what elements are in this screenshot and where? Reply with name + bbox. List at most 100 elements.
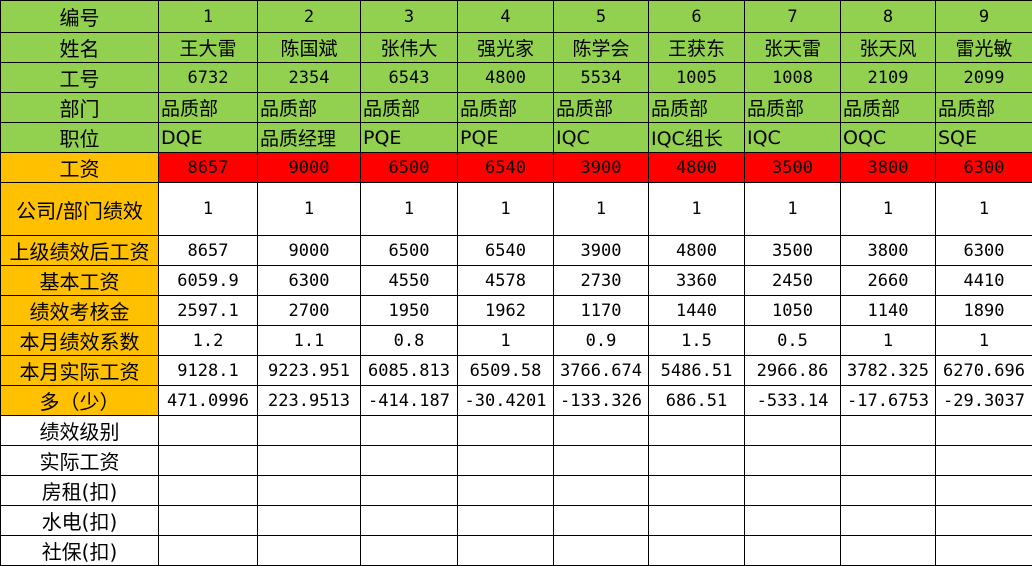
cell (649, 416, 745, 446)
row-label: 职位 (1, 123, 159, 153)
cell: 品质部 (936, 93, 1032, 123)
cell: 6732 (159, 63, 258, 93)
cell (841, 536, 936, 566)
cell (159, 476, 258, 506)
cell (649, 446, 745, 476)
cell: 1 (258, 183, 361, 236)
cell (458, 476, 554, 506)
cell: -29.3037 (936, 386, 1032, 416)
row-label: 本月绩效系数 (1, 326, 159, 356)
cell (258, 416, 361, 446)
cell: 3782.325 (841, 356, 936, 386)
cell: 9000 (258, 236, 361, 266)
cell: 2700 (258, 296, 361, 326)
cell: OQC (841, 123, 936, 153)
row-label: 工资 (1, 153, 159, 183)
cell: 1 (159, 183, 258, 236)
cell: 9223.951 (258, 356, 361, 386)
cell: 1140 (841, 296, 936, 326)
cell: 1 (936, 326, 1032, 356)
cell: 8657 (159, 153, 258, 183)
cell (458, 506, 554, 536)
cell: -533.14 (745, 386, 841, 416)
cell (745, 416, 841, 446)
cell: 4550 (361, 266, 458, 296)
row-label: 水电(扣) (1, 506, 159, 536)
cell: 张天风 (841, 33, 936, 63)
cell (159, 416, 258, 446)
cell: 6300 (258, 266, 361, 296)
cell: 7 (745, 1, 841, 33)
table-row: 社保(扣) (1, 536, 1032, 566)
cell: 1170 (554, 296, 649, 326)
cell (841, 416, 936, 446)
cell (361, 536, 458, 566)
cell: 6300 (936, 236, 1032, 266)
cell (258, 506, 361, 536)
cell (841, 506, 936, 536)
cell (936, 476, 1032, 506)
cell: 3900 (554, 236, 649, 266)
cell: 品质部 (258, 93, 361, 123)
cell: 1890 (936, 296, 1032, 326)
cell (841, 446, 936, 476)
cell (361, 476, 458, 506)
cell: 张天雷 (745, 33, 841, 63)
cell (554, 416, 649, 446)
row-label: 本月实际工资 (1, 356, 159, 386)
cell: 6500 (361, 153, 458, 183)
cell: 2099 (936, 63, 1032, 93)
cell: 1 (159, 1, 258, 33)
cell: 1050 (745, 296, 841, 326)
cell: 品质部 (159, 93, 258, 123)
cell: 2354 (258, 63, 361, 93)
cell (649, 536, 745, 566)
cell: -30.4201 (458, 386, 554, 416)
table-row: 实际工资 (1, 446, 1032, 476)
cell: 9000 (258, 153, 361, 183)
cell: 8 (841, 1, 936, 33)
cell: 471.0996 (159, 386, 258, 416)
cell: IQC组长 (649, 123, 745, 153)
table-row: 姓名王大雷陈国斌张伟大强光家陈学会王获东张天雷张天风雷光敏 (1, 33, 1032, 63)
table-row: 房租(扣) (1, 476, 1032, 506)
cell (649, 506, 745, 536)
row-label: 多（少） (1, 386, 159, 416)
cell: 4800 (458, 63, 554, 93)
cell: 2 (258, 1, 361, 33)
cell (458, 446, 554, 476)
cell (745, 506, 841, 536)
cell: 6509.58 (458, 356, 554, 386)
cell: 1 (554, 183, 649, 236)
cell: 0.5 (745, 326, 841, 356)
row-label: 上级绩效后工资 (1, 236, 159, 266)
row-label: 绩效级别 (1, 416, 159, 446)
cell: 1.2 (159, 326, 258, 356)
cell: 1.5 (649, 326, 745, 356)
cell: 品质部 (649, 93, 745, 123)
cell: 2450 (745, 266, 841, 296)
cell: 6540 (458, 153, 554, 183)
cell: 1440 (649, 296, 745, 326)
cell: 2597.1 (159, 296, 258, 326)
cell: 3360 (649, 266, 745, 296)
cell: 3 (361, 1, 458, 33)
cell (361, 416, 458, 446)
cell: 6085.813 (361, 356, 458, 386)
cell: 9 (936, 1, 1032, 33)
cell (841, 476, 936, 506)
row-label: 绩效考核金 (1, 296, 159, 326)
cell (361, 506, 458, 536)
cell: 强光家 (458, 33, 554, 63)
cell: IQC (745, 123, 841, 153)
cell: 1 (936, 183, 1032, 236)
cell (936, 416, 1032, 446)
cell: 1 (458, 326, 554, 356)
cell: 1.1 (258, 326, 361, 356)
